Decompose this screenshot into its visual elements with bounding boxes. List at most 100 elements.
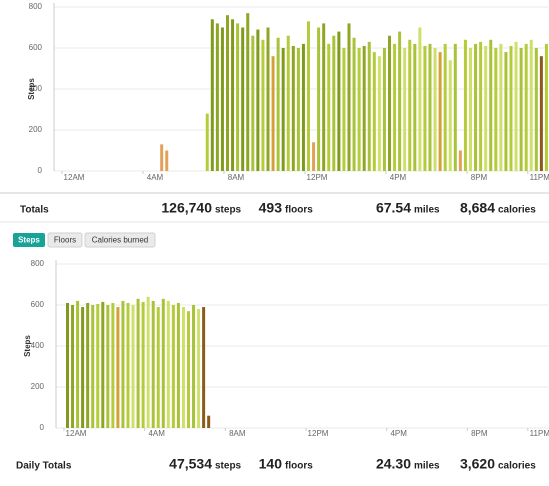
bar [141,301,145,428]
bar [332,35,336,172]
bar [413,43,417,171]
bar [322,23,326,172]
bar [165,150,169,171]
bar [474,43,478,171]
x-tick-label: 8PM [471,173,488,182]
bar [317,27,321,171]
bar [524,43,528,171]
tab-active[interactable] [13,233,45,247]
bar [372,52,376,171]
tabs: Steps Floors Calories burned [13,232,156,248]
x-tick-label: 8AM [228,173,245,182]
bar [256,29,260,171]
bar [286,35,290,172]
bar [281,48,285,171]
totals-label: Totals [20,205,49,216]
y-tick-label: 0 [40,423,45,432]
bar [86,302,90,428]
bar [81,307,85,428]
y-tick-label: 600 [31,300,45,309]
bar [266,27,270,171]
total-unit: miles [414,205,440,216]
y-tick-label: 0 [38,166,43,175]
total-value: 24.30 [376,456,411,472]
bar [96,303,100,428]
bar [499,43,503,171]
totals-label: Daily Totals [16,461,72,472]
bar [382,48,386,171]
bar [187,311,190,428]
x-tick-label: 12AM [66,429,87,438]
y-tick-label: 800 [29,2,43,11]
y-tick-label: 200 [29,125,43,134]
bar [131,305,135,428]
bar [101,301,105,428]
bar [205,113,209,171]
bar [377,56,381,172]
tab-label[interactable]: Floors [54,236,76,245]
y-tick-label: 200 [31,382,45,391]
bar [210,19,214,171]
bar [504,52,508,171]
bar [484,45,488,172]
tab[interactable] [47,232,83,248]
bar [171,305,175,428]
bar [91,305,95,428]
bar [111,302,115,428]
x-tick-label: 4PM [390,429,407,438]
bar [301,43,305,171]
y-tick-label: 800 [31,259,45,268]
total-value: 8,684 [460,200,495,216]
y-tick-label: 400 [29,84,43,93]
bar [458,150,462,171]
bar [428,43,432,171]
bar [448,60,452,171]
bar [352,37,356,171]
bar [408,39,412,171]
bar [418,27,422,171]
total-unit: floors [285,205,313,216]
total-unit: floors [285,461,313,472]
bar [291,45,295,172]
bar [307,21,310,171]
tab-label[interactable]: Steps [18,236,40,245]
bar [276,37,280,171]
bar [251,35,255,172]
tab[interactable] [84,232,156,248]
bar [463,39,467,171]
bar [327,43,331,171]
bar [106,305,110,428]
bar [126,302,130,428]
bar [357,48,361,171]
total-value: 3,620 [460,456,495,472]
x-tick-label: 12PM [308,429,329,438]
bar [66,302,69,428]
x-tick-label: 11PM [530,173,549,182]
x-tick-label: 8PM [471,429,488,438]
bar [160,144,164,171]
bar [197,309,201,428]
x-tick-label: 4AM [147,173,164,182]
bar [146,296,150,428]
y-tick-label: 400 [31,341,45,350]
bar [136,298,140,428]
bar [176,302,180,428]
bar [544,43,548,171]
bar [151,300,155,428]
bar [509,45,513,172]
bar [181,307,185,428]
bar [362,45,366,172]
x-tick-label: 8AM [229,429,246,438]
bar [231,19,235,171]
bar [443,43,447,171]
bar [519,48,523,171]
total-unit: steps [215,461,242,472]
bar [342,48,346,171]
x-tick-label: 4PM [390,173,407,182]
bar [398,31,402,171]
total-value: 493 [259,200,283,216]
y-axis-label: Steps [27,78,36,100]
bar [207,415,211,428]
tab-label[interactable]: Calories burned [92,236,148,245]
